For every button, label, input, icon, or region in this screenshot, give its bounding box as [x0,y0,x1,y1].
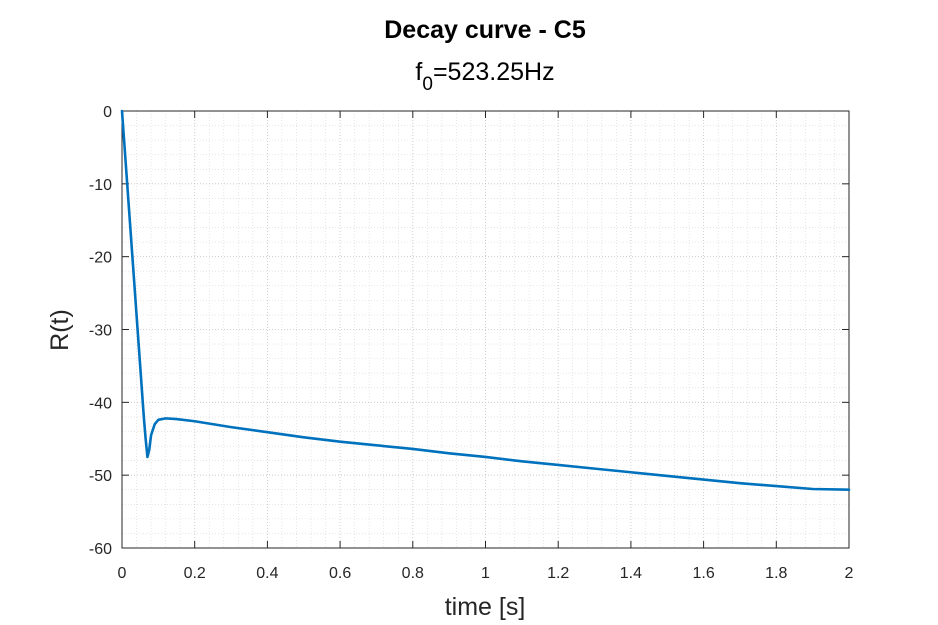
series-layer [120,109,851,492]
x-axis-label: time [s] [445,593,526,621]
y-tick-label: -50 [89,468,112,485]
series-line-1 [120,109,851,492]
y-tick-label: -60 [89,541,112,558]
x-tick-label: 1 [481,565,490,582]
y-tick-label: -20 [89,250,112,267]
x-tick-label: 1.2 [547,565,569,582]
y-tick-label: -40 [89,395,112,412]
x-tick-label: 0.8 [402,565,424,582]
y-tick-label: 0 [103,104,112,121]
y-tick-label: -30 [89,323,112,340]
chart-title: Decay curve - C5 [384,16,586,44]
y-axis-label: R(t) [46,309,74,351]
chart-subtitle: f0=523.25Hz [415,58,554,95]
x-tick-label: 1.6 [692,565,714,582]
x-tick-label: 1.8 [765,565,787,582]
x-tick-label: 0 [118,565,127,582]
subtitle-prefix: f [415,58,422,86]
x-tick-labels: 0 0.2 0.4 0.6 0.8 1 1.2 1.4 1.6 1.8 2 [118,565,854,582]
x-tick-label: 0.2 [184,565,206,582]
y-tick-label: -10 [89,177,112,194]
subtitle-suffix: =523.25Hz [433,58,555,86]
x-tick-label: 0.6 [329,565,351,582]
x-tick-label: 1.4 [620,565,642,582]
subtitle-subscript: 0 [422,74,433,95]
y-tick-marks [122,110,849,549]
y-tick-labels: 0 -10 -20 -30 -40 -50 -60 [89,104,112,558]
x-tick-label: 0.4 [256,565,278,582]
x-tick-label: 2 [845,565,854,582]
